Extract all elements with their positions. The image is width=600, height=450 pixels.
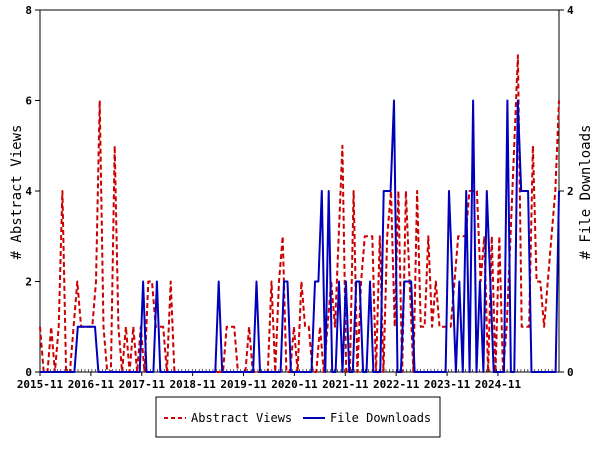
x-tick-label: 2021-11 bbox=[322, 378, 369, 391]
right-tick-label: 2 bbox=[567, 185, 574, 198]
left-tick-label: 2 bbox=[25, 276, 32, 289]
x-tick-label: 2019-11 bbox=[220, 378, 267, 391]
left-axis-labels: 0 2 4 6 8 bbox=[25, 4, 32, 379]
right-axis-labels: 0 2 4 bbox=[567, 4, 574, 379]
left-axis-title: # Abstract Views bbox=[9, 125, 25, 260]
right-tick-label: 4 bbox=[567, 4, 574, 17]
left-tick-label: 8 bbox=[25, 4, 32, 17]
x-tick-label: 2024-11 bbox=[475, 378, 522, 391]
left-tick-label: 4 bbox=[25, 185, 32, 198]
right-tick-label: 0 bbox=[567, 366, 574, 379]
legend-box bbox=[155, 396, 441, 438]
left-tick-label: 6 bbox=[25, 95, 32, 108]
x-tick-label: 2016-11 bbox=[68, 378, 115, 391]
x-tick-label: 2023-11 bbox=[424, 378, 471, 391]
legend-label-file-downloads: File Downloads bbox=[330, 411, 431, 425]
x-tick-label: 2018-11 bbox=[169, 378, 216, 391]
series-lines bbox=[39, 54, 560, 373]
right-axis-title: # File Downloads bbox=[578, 125, 594, 260]
series-line-file-downloads bbox=[40, 99, 560, 373]
left-tick-label: 0 bbox=[25, 366, 32, 379]
legend-label-abstract-views: Abstract Views bbox=[191, 411, 292, 425]
x-tick-label: 2015-11 bbox=[17, 378, 64, 391]
x-tick-label: 2022-11 bbox=[373, 378, 420, 391]
legend: Abstract Views File Downloads bbox=[155, 396, 441, 438]
x-axis-labels: 2015-11 2016-11 2017-11 2018-11 2019-11 2020-… bbox=[17, 378, 522, 391]
x-tick-label: 2020-11 bbox=[271, 378, 318, 391]
x-tick-label: 2017-11 bbox=[119, 378, 166, 391]
